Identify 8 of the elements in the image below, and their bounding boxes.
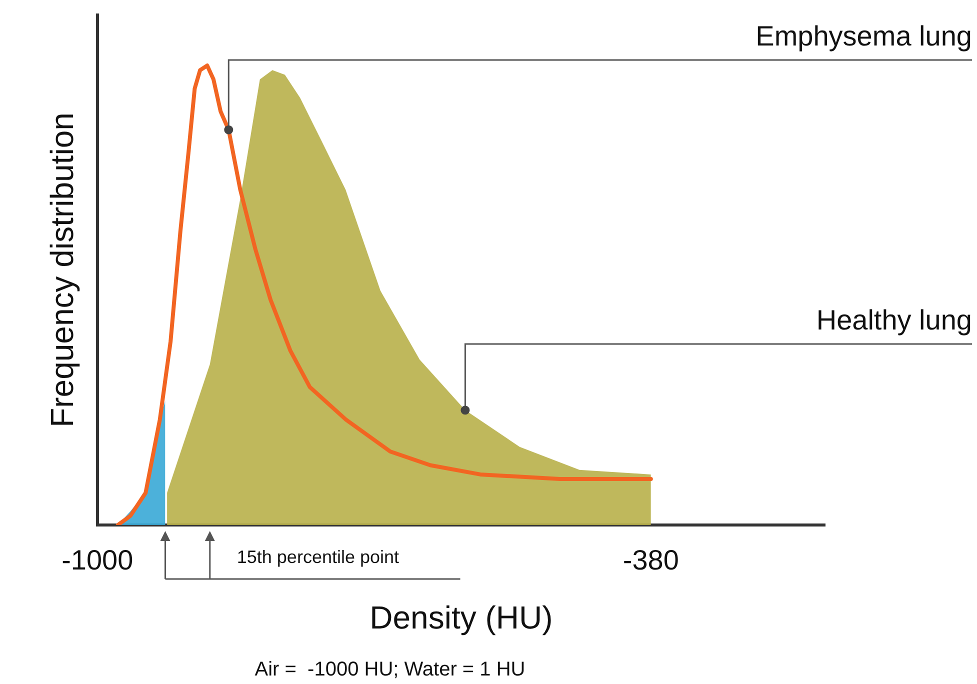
text: Air = -1000 HU; Water = 1 HU: [254, 658, 526, 681]
text: Emphysema lung: [756, 20, 972, 52]
x-axis-title: Density (HU): [370, 600, 553, 636]
x-tick-label: -1000: [62, 544, 134, 576]
x-tick-label: -380: [622, 544, 679, 576]
text: Healthy lung: [816, 304, 972, 336]
y-axis-title: Frequency distribution: [44, 112, 80, 428]
text: 15th percentile point: [236, 546, 400, 567]
